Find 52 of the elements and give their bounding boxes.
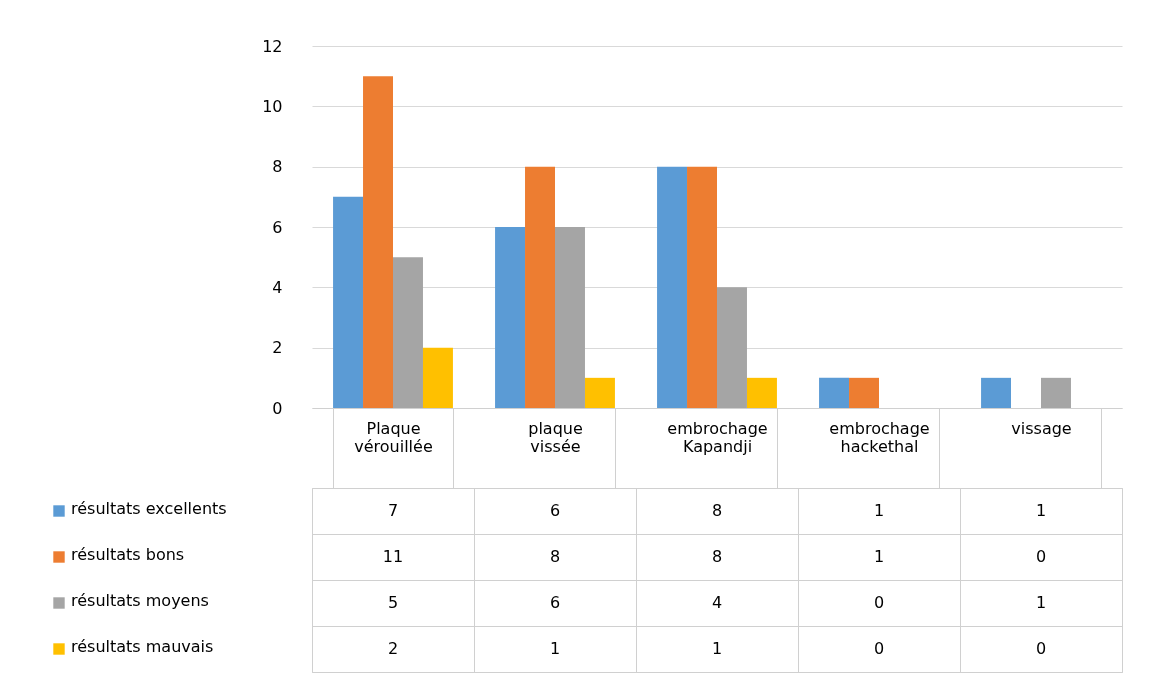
y-tick-label: 6	[272, 217, 283, 237]
y-tick-label: 0	[272, 398, 283, 418]
data-label: 1	[873, 501, 885, 520]
data-label: 8	[549, 547, 561, 566]
bar	[849, 377, 879, 408]
data-label: 0	[873, 593, 885, 612]
data-label: 6	[549, 593, 561, 612]
bar	[981, 377, 1012, 408]
data-label: 0	[1035, 547, 1047, 566]
data-label: 8	[711, 547, 723, 566]
y-tick-label: 4	[272, 277, 283, 297]
bar	[1041, 377, 1071, 408]
bar	[687, 166, 717, 408]
bar	[819, 377, 850, 408]
data-label: 0	[1035, 639, 1047, 658]
data-label: 1	[1035, 501, 1047, 520]
data-label: 2	[387, 639, 399, 658]
bar	[555, 227, 585, 408]
x-tick-label: embrochage Kapandji	[667, 418, 768, 456]
legend-label: résultats mauvais	[71, 637, 214, 656]
data-label: 7	[387, 501, 399, 520]
data-label: 1	[1035, 593, 1047, 612]
data-label: 1	[549, 639, 561, 658]
bar	[333, 196, 364, 408]
data-label: 4	[711, 593, 723, 612]
y-tick-label: 8	[272, 157, 283, 177]
bar	[584, 377, 615, 408]
data-label: 1	[711, 639, 723, 658]
x-tick-label: vissage	[1011, 418, 1072, 438]
y-tick-label: 10	[262, 96, 283, 116]
legend-label: résultats bons	[71, 545, 185, 564]
bar	[746, 377, 777, 408]
x-tick-label: embrochage hackethal	[829, 418, 930, 456]
bar	[422, 347, 453, 408]
data-label: 1	[873, 547, 885, 566]
bar	[363, 76, 393, 408]
bar	[657, 166, 688, 408]
data-label: 8	[711, 501, 723, 520]
legend-label: résultats moyens	[71, 591, 209, 610]
bar	[525, 166, 555, 408]
bar	[717, 287, 747, 408]
data-label: 11	[382, 547, 404, 566]
data-label: 5	[387, 593, 399, 612]
data-label: 0	[873, 639, 885, 658]
legend-label: résultats excellents	[71, 499, 227, 518]
x-tick-label: Plaque vérouillée	[354, 418, 433, 456]
bar	[393, 257, 423, 408]
x-tick-label: plaque vissée	[528, 418, 583, 456]
data-label: 6	[549, 501, 561, 520]
y-tick-label: 12	[262, 36, 283, 56]
bar	[495, 227, 526, 408]
y-tick-label: 2	[272, 338, 283, 358]
